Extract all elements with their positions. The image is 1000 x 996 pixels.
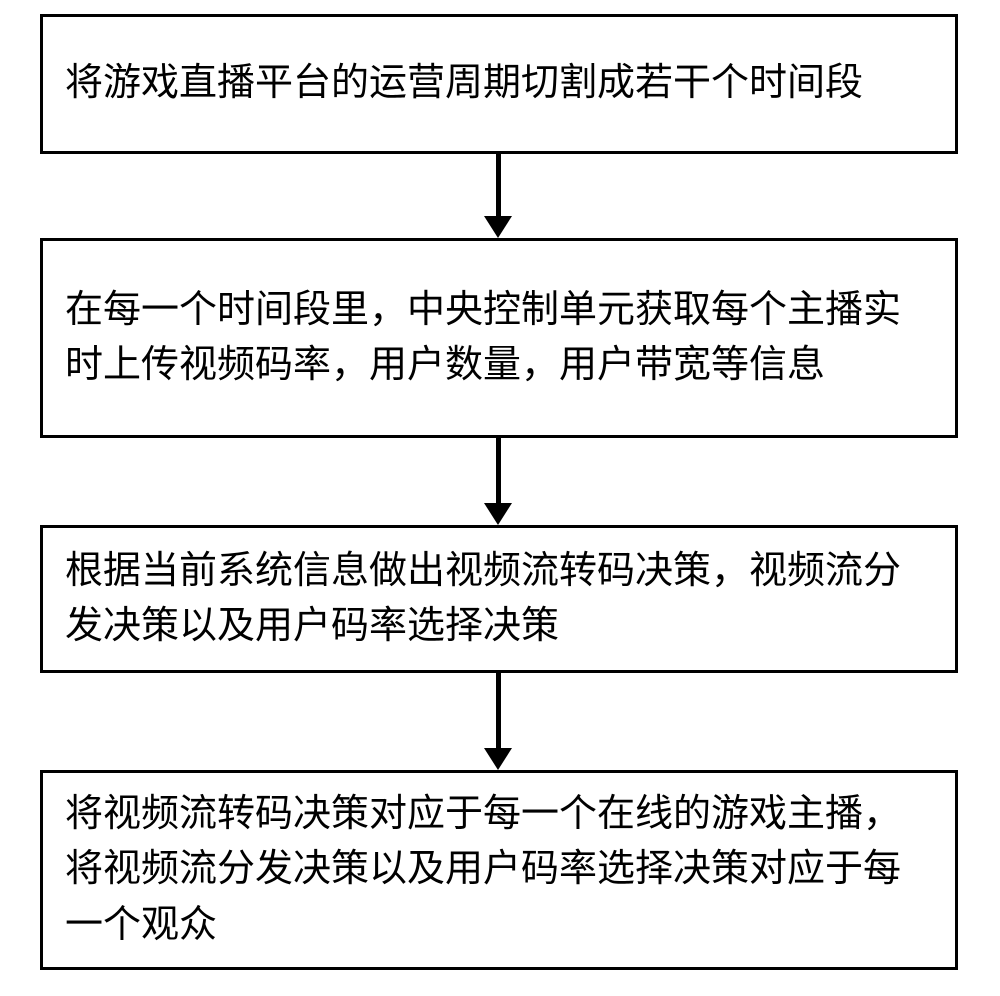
flow-node-step4: 将视频流转码决策对应于每一个在线的游戏主播，将视频流分发决策以及用户码率选择决策… (40, 770, 958, 970)
flow-node-step2-text: 在每一个时间段里，中央控制单元获取每个主播实时上传视频码率，用户数量，用户带宽等… (65, 283, 933, 393)
arrow-2-line (496, 438, 501, 503)
flow-node-step1: 将游戏直播平台的运营周期切割成若干个时间段 (40, 14, 958, 154)
arrow-1-line (496, 154, 501, 216)
flowchart-canvas: 将游戏直播平台的运营周期切割成若干个时间段 在每一个时间段里，中央控制单元获取每… (0, 0, 1000, 996)
flow-node-step4-text: 将视频流转码决策对应于每一个在线的游戏主播，将视频流分发决策以及用户码率选择决策… (65, 787, 933, 952)
flow-node-step3-text: 根据当前系统信息做出视频流转码决策，视频流分发决策以及用户码率选择决策 (65, 544, 933, 654)
flow-node-step3: 根据当前系统信息做出视频流转码决策，视频流分发决策以及用户码率选择决策 (40, 525, 958, 673)
arrow-3-head (484, 748, 512, 770)
arrow-2-head (484, 503, 512, 525)
flow-node-step1-text: 将游戏直播平台的运营周期切割成若干个时间段 (65, 56, 863, 111)
flow-node-step2: 在每一个时间段里，中央控制单元获取每个主播实时上传视频码率，用户数量，用户带宽等… (40, 238, 958, 438)
arrow-1-head (484, 216, 512, 238)
arrow-3-line (496, 673, 501, 748)
